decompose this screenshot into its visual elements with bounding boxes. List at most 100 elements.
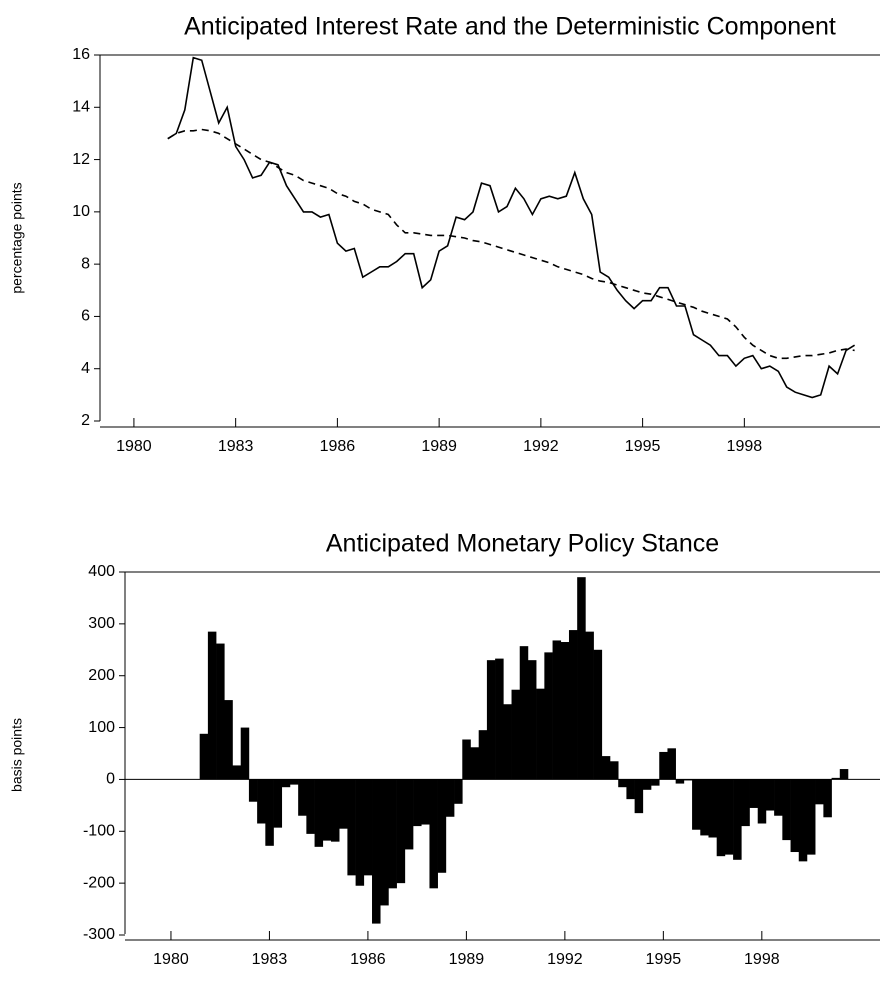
bar bbox=[692, 779, 701, 830]
bar bbox=[216, 643, 225, 780]
bar bbox=[363, 779, 373, 876]
bar bbox=[749, 779, 759, 808]
bar bbox=[372, 779, 381, 924]
x-tick-label: 1980 bbox=[153, 951, 189, 968]
bar bbox=[462, 739, 471, 780]
y-tick-label: 100 bbox=[88, 719, 115, 736]
bar bbox=[437, 779, 447, 873]
y-tick-label: 16 bbox=[72, 46, 90, 63]
y-tick-label: 4 bbox=[81, 360, 90, 377]
bar bbox=[199, 733, 209, 780]
y-axis-label: basis points bbox=[9, 718, 25, 792]
bar bbox=[519, 646, 529, 780]
y-tick-label: 0 bbox=[106, 771, 115, 788]
bar bbox=[339, 779, 348, 829]
x-tick-label: 1998 bbox=[744, 951, 780, 968]
bar bbox=[503, 704, 512, 780]
x-tick-label: 1992 bbox=[523, 438, 559, 455]
bar bbox=[626, 779, 635, 800]
bar bbox=[240, 727, 250, 780]
bar bbox=[790, 779, 800, 853]
bar bbox=[380, 779, 389, 906]
chart-title: Anticipated Interest Rate and the Determ… bbox=[184, 13, 836, 41]
bar bbox=[798, 779, 808, 862]
bar bbox=[224, 700, 233, 780]
bar bbox=[347, 779, 356, 876]
bar bbox=[495, 658, 504, 780]
x-tick-label: 1995 bbox=[646, 951, 682, 968]
bar bbox=[667, 748, 676, 780]
data-line bbox=[167, 56, 856, 399]
y-axis-label: percentage points bbox=[9, 182, 25, 293]
bar bbox=[831, 777, 841, 780]
bar bbox=[396, 779, 406, 884]
bar bbox=[634, 779, 644, 814]
bar bbox=[298, 779, 307, 816]
bar bbox=[757, 779, 767, 824]
bar bbox=[470, 747, 480, 780]
y-tick-label: 8 bbox=[81, 255, 90, 272]
bar bbox=[577, 577, 586, 780]
bar bbox=[454, 779, 463, 804]
y-tick-label: -100 bbox=[83, 823, 115, 840]
x-tick-label: 1983 bbox=[218, 438, 254, 455]
bar bbox=[642, 779, 652, 790]
bar bbox=[404, 779, 414, 850]
bar bbox=[618, 779, 627, 788]
bar bbox=[774, 779, 783, 816]
bar bbox=[568, 630, 578, 780]
x-tick-label: 1980 bbox=[116, 438, 152, 455]
bar bbox=[733, 779, 742, 860]
x-tick-label: 1992 bbox=[547, 951, 583, 968]
bar bbox=[823, 779, 832, 818]
bar bbox=[593, 649, 603, 780]
y-tick-label: 10 bbox=[72, 203, 90, 220]
bar bbox=[273, 779, 283, 828]
bar bbox=[429, 779, 438, 889]
bar bbox=[248, 779, 258, 802]
bar bbox=[552, 640, 562, 780]
chart-title: Anticipated Monetary Policy Stance bbox=[326, 530, 719, 558]
y-tick-label: 14 bbox=[72, 99, 90, 116]
bar bbox=[265, 779, 274, 846]
bar bbox=[281, 779, 291, 788]
bar bbox=[207, 631, 217, 780]
bar bbox=[330, 779, 340, 842]
bar bbox=[536, 688, 545, 780]
bar bbox=[585, 631, 594, 780]
bar bbox=[839, 769, 849, 780]
x-tick-label: 1986 bbox=[320, 438, 356, 455]
y-tick-label: 400 bbox=[88, 563, 115, 580]
x-tick-label: 1989 bbox=[421, 438, 457, 455]
y-tick-label: 6 bbox=[81, 308, 90, 325]
bar bbox=[708, 779, 717, 838]
y-tick-label: -300 bbox=[83, 926, 115, 943]
bar bbox=[413, 779, 422, 827]
bar bbox=[700, 779, 709, 836]
bar bbox=[659, 751, 668, 780]
bar bbox=[815, 779, 824, 805]
y-tick-label: -200 bbox=[83, 874, 115, 891]
bar bbox=[560, 642, 570, 780]
bar bbox=[651, 779, 660, 786]
y-tick-label: 200 bbox=[88, 667, 115, 684]
bar bbox=[421, 779, 430, 825]
bar bbox=[486, 660, 496, 780]
bar bbox=[683, 779, 693, 781]
bar bbox=[257, 779, 266, 824]
x-tick-label: 1986 bbox=[350, 951, 386, 968]
bar bbox=[511, 689, 521, 780]
x-tick-label: 1998 bbox=[727, 438, 763, 455]
bar bbox=[765, 779, 775, 811]
bar bbox=[724, 779, 734, 855]
bar bbox=[445, 779, 455, 817]
bar bbox=[527, 660, 537, 780]
bar bbox=[314, 779, 324, 847]
bar bbox=[675, 779, 685, 784]
bar bbox=[388, 779, 397, 889]
bar bbox=[806, 779, 816, 855]
bar bbox=[610, 761, 619, 780]
bar bbox=[544, 652, 553, 780]
bar bbox=[782, 779, 791, 841]
